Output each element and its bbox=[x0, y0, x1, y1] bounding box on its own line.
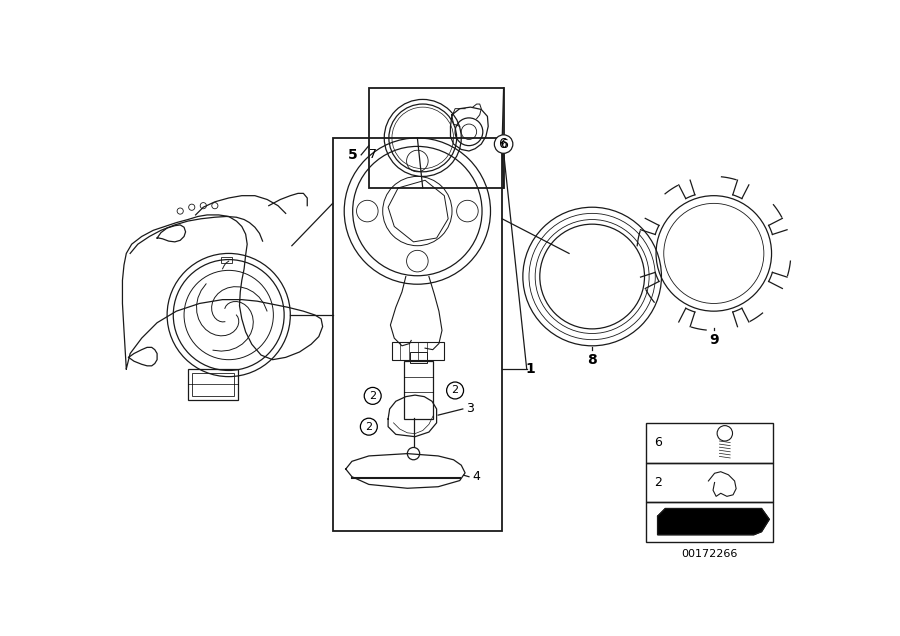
Text: 2: 2 bbox=[369, 391, 376, 401]
Bar bbox=[646, 423, 773, 462]
Bar bbox=[410, 352, 427, 363]
Text: 2: 2 bbox=[365, 422, 373, 432]
Text: 00172266: 00172266 bbox=[681, 550, 738, 560]
Bar bbox=[392, 342, 445, 361]
Bar bbox=[646, 462, 773, 502]
Bar bbox=[188, 369, 238, 399]
Bar bbox=[333, 138, 502, 530]
Text: 2: 2 bbox=[654, 476, 662, 489]
Text: 1: 1 bbox=[526, 362, 536, 376]
Bar bbox=[221, 256, 232, 263]
Text: 6: 6 bbox=[500, 137, 508, 151]
Text: 2: 2 bbox=[452, 385, 459, 396]
Polygon shape bbox=[658, 509, 770, 535]
Circle shape bbox=[494, 135, 513, 153]
Text: 3: 3 bbox=[466, 403, 474, 415]
Text: 5: 5 bbox=[348, 148, 358, 162]
Text: 4: 4 bbox=[472, 470, 481, 483]
Circle shape bbox=[364, 387, 382, 404]
Bar bbox=[403, 361, 433, 419]
Circle shape bbox=[446, 382, 464, 399]
Text: 8: 8 bbox=[588, 353, 597, 367]
Bar bbox=[192, 373, 234, 396]
Bar bbox=[646, 502, 773, 542]
Bar bbox=[369, 88, 504, 188]
Text: 6: 6 bbox=[654, 436, 662, 449]
Text: 7: 7 bbox=[370, 148, 377, 162]
Text: 9: 9 bbox=[709, 333, 718, 347]
Text: 6: 6 bbox=[500, 137, 508, 151]
Circle shape bbox=[360, 418, 377, 435]
